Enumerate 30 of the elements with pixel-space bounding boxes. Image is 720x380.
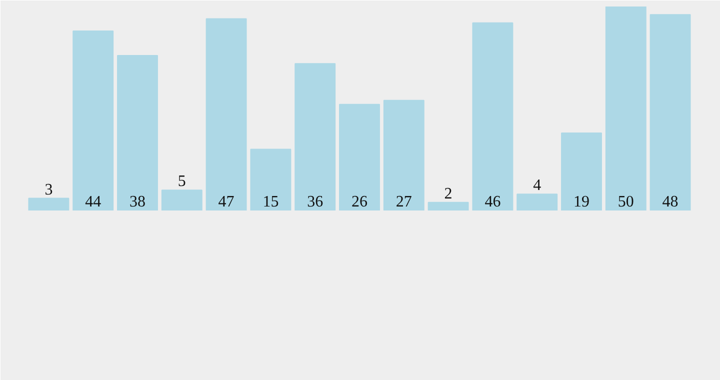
data-label: 50: [618, 194, 634, 210]
data-label: 44: [85, 194, 102, 210]
data-label: 4: [533, 177, 542, 194]
bar: [206, 18, 247, 210]
data-label: 48: [662, 194, 678, 210]
bar: [650, 14, 691, 210]
bar: [472, 22, 514, 210]
bar: [294, 63, 336, 210]
data-label: 3: [44, 181, 53, 198]
data-label: 47: [218, 194, 234, 210]
bar: [516, 194, 558, 210]
data-label: 19: [574, 194, 590, 210]
data-label: 2: [444, 185, 452, 202]
data-label: 15: [262, 194, 279, 210]
bar: [72, 30, 114, 210]
bar: [117, 54, 158, 210]
bar: [428, 202, 469, 210]
bar: [561, 132, 602, 210]
data-label: 38: [130, 194, 146, 210]
data-label: 27: [396, 194, 412, 210]
data-label: 46: [484, 194, 501, 210]
bar: [161, 190, 202, 210]
bar: [605, 6, 646, 210]
data-label: 26: [352, 194, 368, 210]
bar: [383, 100, 424, 210]
data-label: 5: [178, 173, 186, 190]
bar: [28, 198, 70, 210]
bar: [339, 104, 380, 210]
data-label: 36: [307, 194, 324, 210]
bar: [250, 148, 292, 210]
